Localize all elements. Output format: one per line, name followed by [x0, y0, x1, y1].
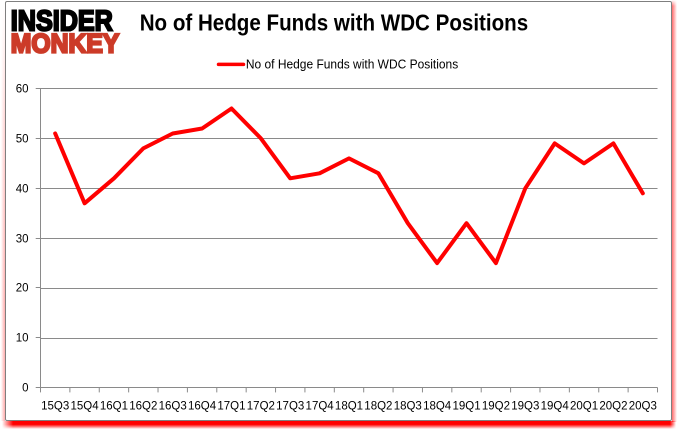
svg-text:17Q1: 17Q1: [217, 400, 245, 412]
svg-text:20Q2: 20Q2: [599, 400, 627, 412]
svg-text:No of Hedge Funds with WDC Pos: No of Hedge Funds with WDC Positions: [246, 56, 459, 71]
svg-text:18Q3: 18Q3: [394, 400, 422, 412]
svg-text:15Q4: 15Q4: [71, 400, 100, 412]
svg-text:17Q4: 17Q4: [306, 400, 335, 412]
svg-text:19Q1: 19Q1: [452, 400, 480, 412]
svg-text:No of Hedge Funds with WDC Pos: No of Hedge Funds with WDC Positions: [140, 10, 529, 36]
svg-text:18Q1: 18Q1: [335, 400, 363, 412]
svg-text:20Q1: 20Q1: [570, 400, 598, 412]
svg-text:10: 10: [16, 333, 29, 345]
svg-text:17Q2: 17Q2: [247, 400, 275, 412]
svg-text:MONKEY: MONKEY: [11, 29, 120, 59]
svg-text:60: 60: [16, 84, 29, 96]
svg-text:20: 20: [16, 283, 29, 295]
svg-text:19Q2: 19Q2: [482, 400, 510, 412]
svg-text:15Q3: 15Q3: [41, 400, 69, 412]
svg-text:17Q3: 17Q3: [276, 400, 304, 412]
svg-text:INSIDER: INSIDER: [11, 6, 113, 38]
svg-text:16Q1: 16Q1: [100, 400, 128, 412]
svg-text:16Q2: 16Q2: [129, 400, 157, 412]
svg-text:18Q2: 18Q2: [364, 400, 392, 412]
svg-text:20Q3: 20Q3: [629, 400, 657, 412]
svg-text:19Q4: 19Q4: [541, 400, 570, 412]
svg-text:18Q4: 18Q4: [423, 400, 452, 412]
svg-text:16Q3: 16Q3: [159, 400, 187, 412]
svg-text:16Q4: 16Q4: [188, 400, 217, 412]
svg-text:50: 50: [16, 134, 29, 146]
svg-text:0: 0: [22, 383, 28, 395]
svg-text:30: 30: [16, 234, 29, 246]
svg-text:19Q3: 19Q3: [511, 400, 539, 412]
svg-text:40: 40: [16, 184, 29, 196]
